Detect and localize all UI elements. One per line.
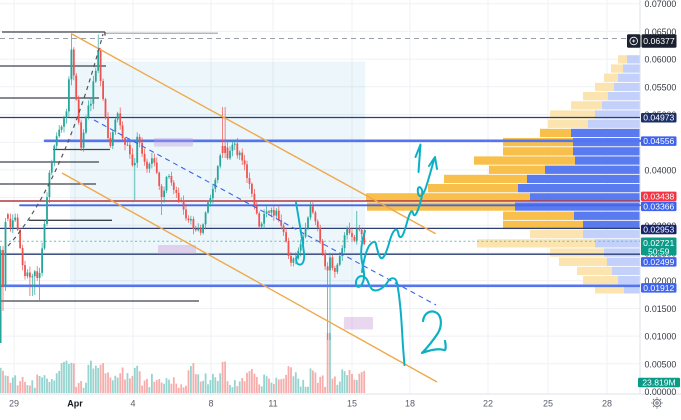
svg-text:0.05500: 0.05500 [645,82,677,92]
svg-text:0.06500: 0.06500 [645,27,677,37]
svg-text:4: 4 [130,399,135,409]
svg-text:0.07000: 0.07000 [645,0,677,9]
svg-text:50:59: 50:59 [648,246,670,256]
svg-text:18: 18 [405,399,415,409]
svg-text:0.06000: 0.06000 [645,55,677,65]
svg-text:0.04973: 0.04973 [643,113,674,123]
svg-text:8: 8 [208,399,213,409]
svg-text:28: 28 [602,399,612,409]
svg-text:0.02499: 0.02499 [643,257,674,267]
svg-text:0.02000: 0.02000 [645,276,677,286]
svg-text:0.02721: 0.02721 [643,238,674,248]
svg-text:0.04000: 0.04000 [645,165,677,175]
svg-text:0.01000: 0.01000 [645,332,677,342]
svg-text:0.02953: 0.02953 [643,225,674,235]
svg-text:22: 22 [483,399,493,409]
svg-text:11: 11 [268,399,277,409]
svg-text:0.06377: 0.06377 [643,36,675,46]
svg-text:0.04556: 0.04556 [643,136,674,146]
svg-text:0.01500: 0.01500 [645,304,677,314]
svg-text:0.03366: 0.03366 [643,201,674,211]
svg-text:0.03438: 0.03438 [643,191,674,201]
svg-text:29: 29 [9,399,19,409]
svg-text:25: 25 [543,399,553,409]
svg-text:0.00500: 0.00500 [645,359,677,369]
svg-text:Apr: Apr [67,399,83,409]
svg-text:15: 15 [347,399,357,409]
svg-text:23.819M: 23.819M [642,378,675,388]
svg-text:0.00000: 0.00000 [645,387,677,397]
svg-text:0.01912: 0.01912 [643,283,674,293]
